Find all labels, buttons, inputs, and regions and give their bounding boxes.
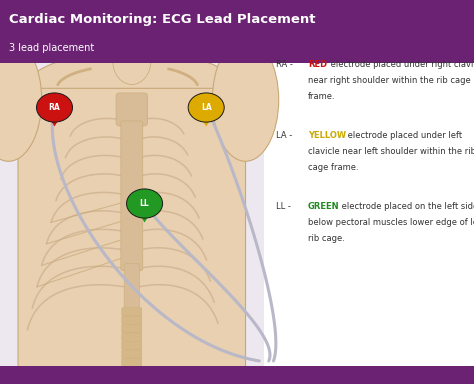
Text: frame.: frame. bbox=[308, 92, 336, 101]
FancyBboxPatch shape bbox=[116, 93, 147, 126]
Text: LL -: LL - bbox=[276, 202, 291, 210]
Text: near right shoulder within the rib cage: near right shoulder within the rib cage bbox=[308, 76, 471, 84]
FancyBboxPatch shape bbox=[122, 308, 142, 316]
Text: electrode placed under right clavicle: electrode placed under right clavicle bbox=[328, 60, 474, 68]
Polygon shape bbox=[135, 207, 155, 222]
Text: electrode placed under left: electrode placed under left bbox=[345, 131, 462, 139]
FancyBboxPatch shape bbox=[122, 358, 142, 367]
Text: LA: LA bbox=[201, 103, 211, 112]
Text: 3 lead placement: 3 lead placement bbox=[9, 43, 94, 53]
Ellipse shape bbox=[113, 38, 151, 84]
FancyBboxPatch shape bbox=[122, 341, 142, 350]
FancyBboxPatch shape bbox=[121, 121, 143, 271]
Text: cage frame.: cage frame. bbox=[308, 163, 359, 172]
Text: clavicle near left shoulder within the rib: clavicle near left shoulder within the r… bbox=[308, 147, 474, 156]
FancyBboxPatch shape bbox=[0, 366, 474, 384]
FancyBboxPatch shape bbox=[0, 63, 264, 366]
Text: electrode placed on the left side: electrode placed on the left side bbox=[339, 202, 474, 210]
FancyBboxPatch shape bbox=[0, 0, 474, 63]
Text: Cardiac Monitoring: ECG Lead Placement: Cardiac Monitoring: ECG Lead Placement bbox=[9, 13, 315, 25]
FancyBboxPatch shape bbox=[122, 350, 142, 358]
FancyBboxPatch shape bbox=[122, 316, 142, 324]
FancyBboxPatch shape bbox=[18, 88, 246, 372]
FancyBboxPatch shape bbox=[124, 263, 139, 309]
Text: GREEN: GREEN bbox=[308, 202, 340, 210]
Ellipse shape bbox=[212, 38, 279, 161]
Text: RA: RA bbox=[49, 103, 60, 112]
Text: YELLOW: YELLOW bbox=[308, 131, 346, 139]
Circle shape bbox=[127, 189, 163, 218]
Circle shape bbox=[188, 93, 224, 122]
FancyBboxPatch shape bbox=[264, 63, 474, 366]
Polygon shape bbox=[45, 111, 64, 126]
Ellipse shape bbox=[0, 38, 42, 161]
Text: LL: LL bbox=[140, 199, 149, 208]
FancyBboxPatch shape bbox=[122, 333, 142, 341]
Text: rib cage.: rib cage. bbox=[308, 234, 345, 243]
Text: RED: RED bbox=[308, 60, 327, 68]
Text: below pectoral muscles lower edge of left: below pectoral muscles lower edge of lef… bbox=[308, 218, 474, 227]
Circle shape bbox=[36, 93, 73, 122]
Ellipse shape bbox=[13, 50, 250, 157]
Text: RA -: RA - bbox=[276, 60, 293, 68]
FancyBboxPatch shape bbox=[122, 324, 142, 333]
Text: LA -: LA - bbox=[276, 131, 292, 139]
Polygon shape bbox=[196, 111, 216, 126]
